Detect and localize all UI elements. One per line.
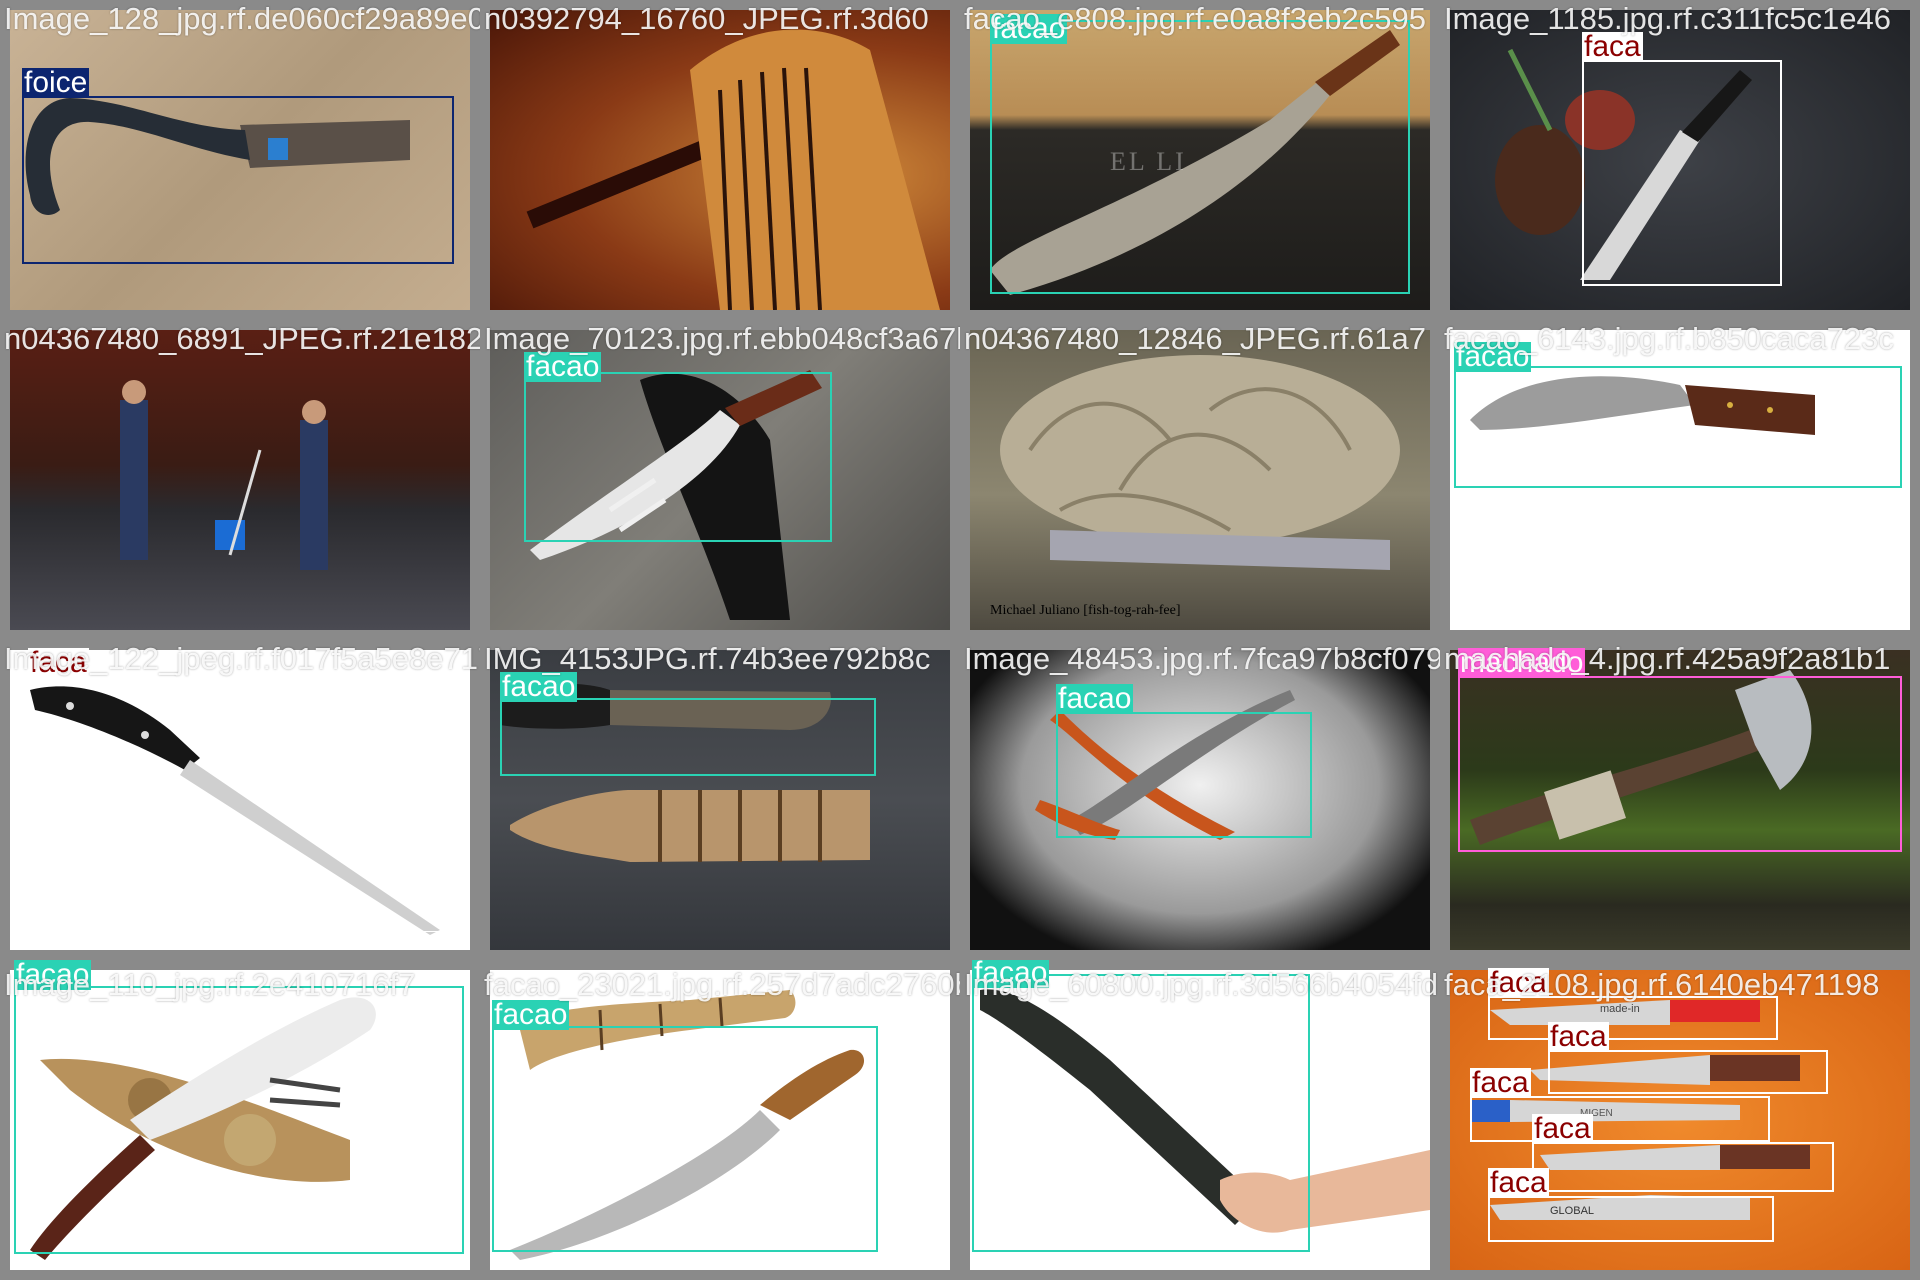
filename: IMG_4153JPG.rf.74b3ee792b8c xyxy=(484,641,931,676)
filename: facao_e808.jpg.rf.e0a8f3eb2c595 xyxy=(964,1,1426,36)
photo xyxy=(10,10,470,310)
bbox-faca xyxy=(28,650,454,932)
photo xyxy=(10,650,470,950)
bbox-label: facao xyxy=(500,670,578,703)
filename: Image_1185.jpg.rf.c311fc5c1e46 xyxy=(1444,1,1891,36)
tile-mop-head: Michael Juliano [fish-tog-rah-fee] n0436… xyxy=(960,320,1440,640)
mopping-illustration xyxy=(120,380,328,570)
photo xyxy=(490,330,950,630)
filename: Image_128_jpg.rf.de060cf29a89e0092316293… xyxy=(4,1,480,36)
bbox-label: facao xyxy=(972,960,1050,989)
bbox-facao xyxy=(972,974,1310,1252)
kukri-camo-illustration xyxy=(30,997,376,1260)
filename: Image_70123.jpg.rf.ebb048cf3a67b xyxy=(484,321,960,356)
tile-paring-knife: faca Image_122_jpeg.rf.f017f5a5e8e717f04… xyxy=(0,640,480,960)
photo xyxy=(10,970,470,1270)
bbox-label: faca xyxy=(1532,1112,1593,1145)
mop-head-illustration: Michael Juliano [fish-tog-rah-fee] xyxy=(990,355,1400,618)
filename: machado_4.jpg.rf.425a9f2a81b1 xyxy=(1444,641,1891,676)
bbox-facao xyxy=(524,372,832,542)
bbox-label: faca xyxy=(1470,1066,1531,1099)
machete-illustration: EL LI xyxy=(990,30,1400,295)
bbox-machado xyxy=(1458,676,1902,852)
bbox-faca xyxy=(1488,996,1778,1040)
bbox-faca xyxy=(1470,1096,1770,1142)
filename: Image_48453.jpg.rf.7fca97b8cf079 xyxy=(964,641,1440,676)
sickle-illustration xyxy=(25,98,410,215)
bbox-label: facao xyxy=(524,350,602,383)
blade-brand: made-in xyxy=(1600,1003,1640,1015)
bbox-facao xyxy=(14,986,464,1254)
kukri-illustration xyxy=(1470,376,1815,435)
filename: Image_60800.jpg.rf.3d566b4054fd xyxy=(964,967,1439,1002)
tile-chef-knife-steak: faca Image_1185.jpg.rf.c311fc5c1e46 xyxy=(1440,0,1920,320)
bbox-facao xyxy=(1056,712,1312,838)
axe-illustration xyxy=(1470,670,1812,845)
machete-wood-illustration xyxy=(510,990,865,1260)
filename: facao_23021.jpg.rf.257d7adc2760b xyxy=(484,967,960,1002)
tile-axe-moss: machado machado_4.jpg.rf.425a9f2a81b1 xyxy=(1440,640,1920,960)
filename: Image_122_jpeg.rf.f017f5a5e8e717f04d xyxy=(4,641,480,676)
filename: n0392794_16760_JPEG.rf.3d60 xyxy=(484,1,929,36)
filename: n04367480_12846_JPEG.rf.61a7 xyxy=(964,321,1426,356)
bbox-faca xyxy=(1488,1196,1774,1242)
filename: faca_2108.jpg.rf.6140eb471198 xyxy=(1444,967,1880,1002)
bbox-label: faca xyxy=(1488,1166,1549,1199)
tile-machete-hand: facao Image_60800.jpg.rf.3d566b4054fd xyxy=(960,960,1440,1280)
bbox-label: facao xyxy=(492,998,570,1031)
bbox-label: faca xyxy=(28,646,89,679)
machete-scabbard-illustration xyxy=(500,683,870,862)
photo xyxy=(1450,330,1910,630)
knife-set-illustration: made-in MIGEN GLOBAL xyxy=(1470,1000,1810,1220)
broom-illustration xyxy=(526,29,940,310)
bbox-label: faca xyxy=(1488,966,1549,999)
bbox-facao xyxy=(492,1026,878,1252)
bbox-faca xyxy=(1548,1050,1828,1094)
watermark: EL LI xyxy=(1110,147,1187,176)
blade-brand: GLOBAL xyxy=(1550,1205,1594,1217)
tile-mopping: n04367480_6891_JPEG.rf.21e182b7247012335 xyxy=(0,320,480,640)
bbox-label: facao xyxy=(1454,340,1532,373)
machete-hand-illustration xyxy=(980,989,1430,1233)
bbox-faca xyxy=(1582,60,1782,286)
photo xyxy=(970,970,1430,1270)
photo: Michael Juliano [fish-tog-rah-fee] xyxy=(970,330,1430,630)
photo xyxy=(490,10,950,310)
tile-sword-dark: facao Image_48453.jpg.rf.7fca97b8cf079 xyxy=(960,640,1440,960)
tile-machete-scabbard: facao IMG_4153JPG.rf.74b3ee792b8c xyxy=(480,640,960,960)
kukri-illustration xyxy=(530,370,822,620)
watermark: Michael Juliano [fish-tog-rah-fee] xyxy=(990,603,1180,618)
tile-broom: n0392794_16760_JPEG.rf.3d60 xyxy=(480,0,960,320)
photo: EL LI xyxy=(970,10,1430,310)
bbox-foice xyxy=(22,96,454,264)
photo xyxy=(1450,650,1910,950)
tile-machete-engraved: EL LI facao facao_e808.jpg.rf.e0a8f3eb2c… xyxy=(960,0,1440,320)
bbox-label: facao xyxy=(990,12,1068,45)
paring-knife-illustration xyxy=(30,686,440,935)
filename: Image_110_jpg.rf.2e410716f7 xyxy=(4,967,416,1002)
photo: made-in MIGEN GLOBAL xyxy=(1450,970,1910,1270)
tile-machete-wood: facao facao_23021.jpg.rf.257d7adc2760b xyxy=(480,960,960,1280)
bbox-faca xyxy=(1532,1142,1834,1192)
bbox-label: machado xyxy=(1458,646,1586,679)
blade-brand: MIGEN xyxy=(1580,1108,1613,1119)
tile-kukri-camo: facao Image_110_jpg.rf.2e410716f7 xyxy=(0,960,480,1280)
bbox-facao xyxy=(500,698,876,776)
filename: n04367480_6891_JPEG.rf.21e182b7247012335 xyxy=(4,321,480,356)
photo xyxy=(10,330,470,630)
filename: facao_6143.jpg.rf.b850caca723c xyxy=(1444,321,1894,356)
tile-kukri-sheath: facao Image_70123.jpg.rf.ebb048cf3a67b xyxy=(480,320,960,640)
tile-foice-sand: foice Image_128_jpg.rf.de060cf29a89e0092… xyxy=(0,0,480,320)
bbox-facao xyxy=(1454,366,1902,488)
bbox-facao xyxy=(990,20,1410,294)
bbox-label: facao xyxy=(14,960,92,991)
bbox-label: faca xyxy=(1582,30,1643,63)
bbox-label: faca xyxy=(1548,1020,1609,1053)
tile-knife-set: made-in MIGEN GLOBAL faca faca faca faca… xyxy=(1440,960,1920,1280)
photo xyxy=(970,650,1430,950)
bbox-label: foice xyxy=(22,66,90,99)
bbox-label: facao xyxy=(1056,682,1134,715)
tile-kukri-white: facao facao_6143.jpg.rf.b850caca723c xyxy=(1440,320,1920,640)
